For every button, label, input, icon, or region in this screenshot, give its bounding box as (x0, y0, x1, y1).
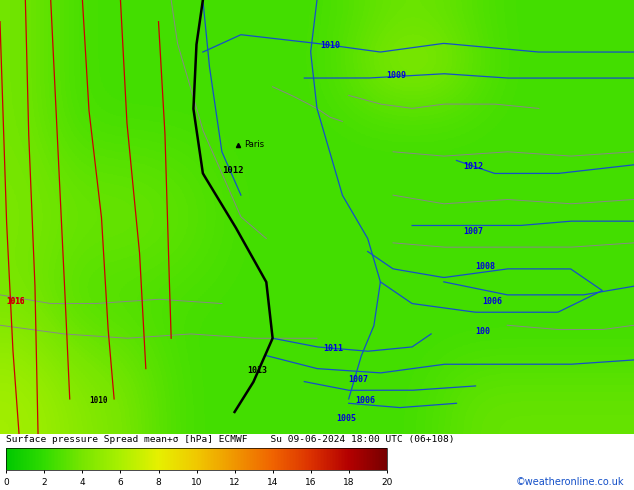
Text: 1005: 1005 (336, 414, 356, 423)
Text: 1010: 1010 (320, 41, 340, 49)
Text: 1007: 1007 (463, 227, 483, 236)
Text: Surface pressure Spread mean+σ [hPa] ECMWF    Su 09-06-2024 18:00 UTC (06+108): Surface pressure Spread mean+σ [hPa] ECM… (6, 435, 455, 444)
Text: 1016: 1016 (6, 296, 25, 306)
Text: Paris: Paris (244, 141, 264, 149)
Text: 1010: 1010 (89, 396, 107, 405)
Text: 1006: 1006 (355, 396, 375, 405)
Text: 1009: 1009 (387, 71, 407, 80)
Text: 1013: 1013 (247, 366, 268, 375)
Text: 1008: 1008 (476, 262, 496, 271)
Text: 1007: 1007 (349, 375, 369, 384)
Text: 1012: 1012 (463, 162, 483, 171)
Text: ©weatheronline.co.uk: ©weatheronline.co.uk (516, 477, 624, 487)
Text: 100: 100 (476, 327, 491, 336)
Text: 1012: 1012 (222, 167, 243, 175)
Text: 1011: 1011 (323, 344, 344, 353)
Text: 1006: 1006 (482, 296, 502, 306)
Text: 1016: 1016 (6, 296, 25, 306)
